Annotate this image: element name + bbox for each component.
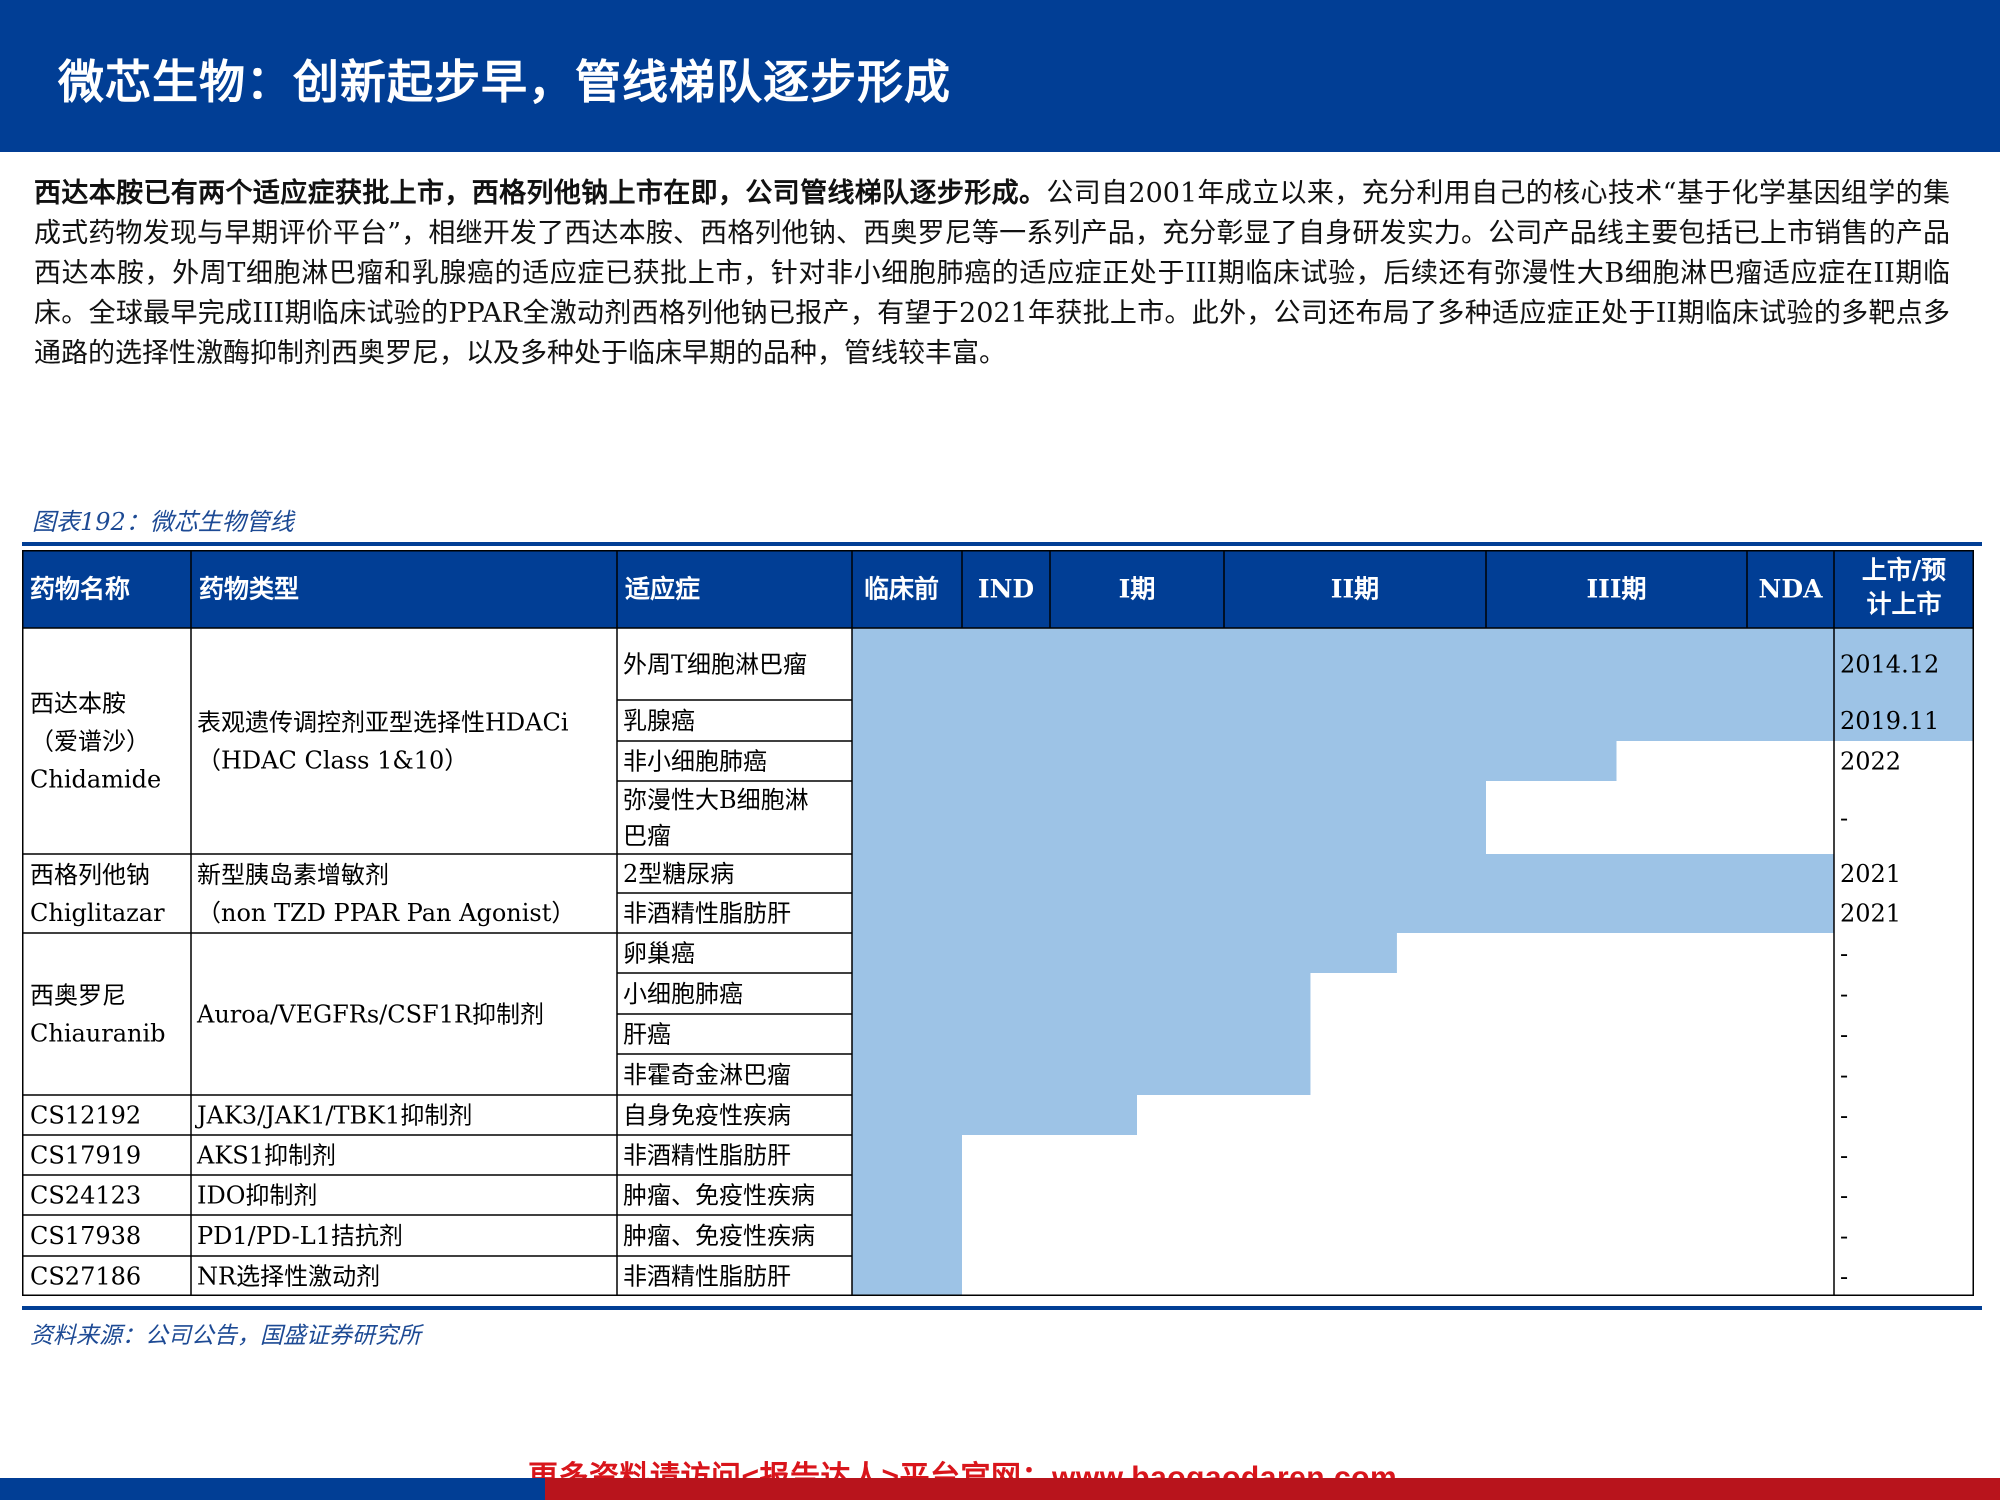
drug-name: CS17938	[30, 1222, 141, 1250]
launch-date: 2021	[1840, 860, 1901, 888]
drug-type: AKS1抑制剂	[196, 1142, 336, 1170]
drug-name: CS27186	[30, 1263, 141, 1291]
launch-date: -	[1840, 1263, 1848, 1291]
intro-paragraph: 西达本胺已有两个适应症获批上市，西格列他钠上市在即，公司管线梯队逐步形成。公司自…	[34, 174, 1950, 374]
launch-date: -	[1840, 1142, 1848, 1170]
pipeline-table: 药物名称 药物类型 适应症 临床前 IND I期 II期 III期 NDA 上市/预计上市西达本胺…	[22, 550, 1982, 1306]
progress-bar	[852, 933, 1397, 973]
progress-bar	[852, 741, 1617, 781]
header-preclinical: 临床前	[864, 575, 939, 604]
footer-bar-blue	[0, 1478, 545, 1500]
indication: 巴瘤	[623, 822, 671, 850]
indication: 非霍奇金淋巴瘤	[623, 1061, 791, 1089]
launch-date: 2014.12	[1840, 651, 1939, 679]
header-ind: IND	[978, 575, 1034, 604]
page-title: 微芯生物：创新起步早，管线梯队逐步形成	[58, 46, 951, 112]
page-header: 微芯生物：创新起步早，管线梯队逐步形成	[0, 0, 2000, 152]
launch-date: -	[1840, 940, 1848, 968]
drug-type: （non TZD PPAR Pan Agonist）	[197, 899, 575, 927]
progress-bar	[852, 1014, 1310, 1054]
progress-bar	[852, 854, 1834, 893]
drug-name: CS12192	[30, 1102, 141, 1130]
header-indication: 适应症	[625, 575, 700, 604]
progress-bar	[852, 700, 1974, 741]
header-phase-2: II期	[1331, 575, 1379, 604]
indication: 非小细胞肺癌	[623, 748, 767, 776]
header-launch-line-1: 上市/预	[1862, 556, 1946, 585]
indication: 外周T细胞淋巴瘤	[623, 651, 807, 679]
progress-bar	[852, 628, 1974, 700]
footer-bar-red	[545, 1478, 2000, 1500]
launch-date: -	[1840, 980, 1848, 1008]
drug-name: 西达本胺	[30, 690, 126, 718]
progress-bar	[852, 1135, 962, 1175]
progress-bar	[852, 1054, 1310, 1095]
intro-lead-sentence: 西达本胺已有两个适应症获批上市，西格列他钠上市在即，公司管线梯队逐步形成。	[34, 178, 1046, 209]
indication: 非酒精性脂肪肝	[623, 1142, 791, 1170]
header-drug-type: 药物类型	[199, 575, 299, 604]
drug-name: Chiauranib	[30, 1020, 166, 1048]
progress-bar	[852, 1215, 962, 1256]
progress-bar	[852, 893, 1834, 933]
drug-type: JAK3/JAK1/TBK1抑制剂	[194, 1102, 472, 1130]
figure-source: 资料来源：公司公告，国盛证券研究所	[30, 1316, 421, 1350]
drug-name: Chidamide	[30, 766, 161, 794]
header-launch-line-2: 计上市	[1866, 590, 1941, 619]
table-top-rule	[22, 542, 1982, 546]
drug-name: （爱谱沙）	[30, 728, 150, 756]
indication: 肿瘤、免疫性疾病	[623, 1182, 815, 1210]
header-phase-1: I期	[1119, 575, 1156, 604]
drug-type: NR选择性激动剂	[197, 1263, 380, 1291]
indication: 乳腺癌	[623, 707, 695, 735]
header-phase-3: III期	[1586, 575, 1646, 604]
launch-date: -	[1840, 1061, 1848, 1089]
header-nda: NDA	[1759, 575, 1824, 604]
progress-bar	[852, 781, 1486, 854]
indication: 2型糖尿病	[623, 860, 734, 888]
indication: 弥漫性大B细胞淋	[623, 786, 809, 814]
indication: 肝癌	[623, 1021, 671, 1049]
progress-bar	[852, 1175, 962, 1215]
drug-name: Chiglitazar	[30, 899, 165, 927]
progress-bar	[852, 973, 1310, 1014]
indication: 非酒精性脂肪肝	[623, 900, 791, 928]
launch-date: -	[1840, 1222, 1848, 1250]
indication: 自身免疫性疾病	[623, 1102, 791, 1130]
launch-date: -	[1840, 1182, 1848, 1210]
drug-type: （HDAC Class 1&10）	[197, 747, 468, 775]
drug-type: IDO抑制剂	[197, 1182, 317, 1210]
progress-bar	[852, 1256, 962, 1296]
indication: 卵巢癌	[623, 940, 695, 968]
header-drug-name: 药物名称	[30, 575, 130, 604]
launch-date: -	[1840, 804, 1848, 832]
launch-date: -	[1840, 1102, 1848, 1130]
figure-caption: 图表192：微芯生物管线	[32, 502, 294, 537]
drug-type: Auroa/VEGFRs/CSF1R抑制剂	[196, 1001, 544, 1029]
drug-name: 西奥罗尼	[30, 982, 126, 1010]
indication: 非酒精性脂肪肝	[623, 1263, 791, 1291]
progress-bar	[852, 1095, 1137, 1135]
drug-type: 新型胰岛素增敏剂	[197, 861, 389, 889]
launch-date: -	[1840, 1021, 1848, 1049]
indication: 肿瘤、免疫性疾病	[623, 1222, 815, 1250]
launch-date: 2021	[1840, 900, 1901, 928]
drug-name: 西格列他钠	[30, 861, 150, 889]
indication: 小细胞肺癌	[623, 980, 743, 1008]
table-bottom-rule	[22, 1306, 1982, 1310]
drug-type: 表观遗传调控剂亚型选择性HDACi	[197, 709, 569, 737]
launch-date: 2022	[1840, 748, 1901, 776]
launch-date: 2019.11	[1840, 707, 1939, 735]
drug-type: PD1/PD-L1拮抗剂	[197, 1222, 403, 1250]
drug-name: CS24123	[30, 1182, 141, 1210]
drug-name: CS17919	[30, 1142, 141, 1170]
